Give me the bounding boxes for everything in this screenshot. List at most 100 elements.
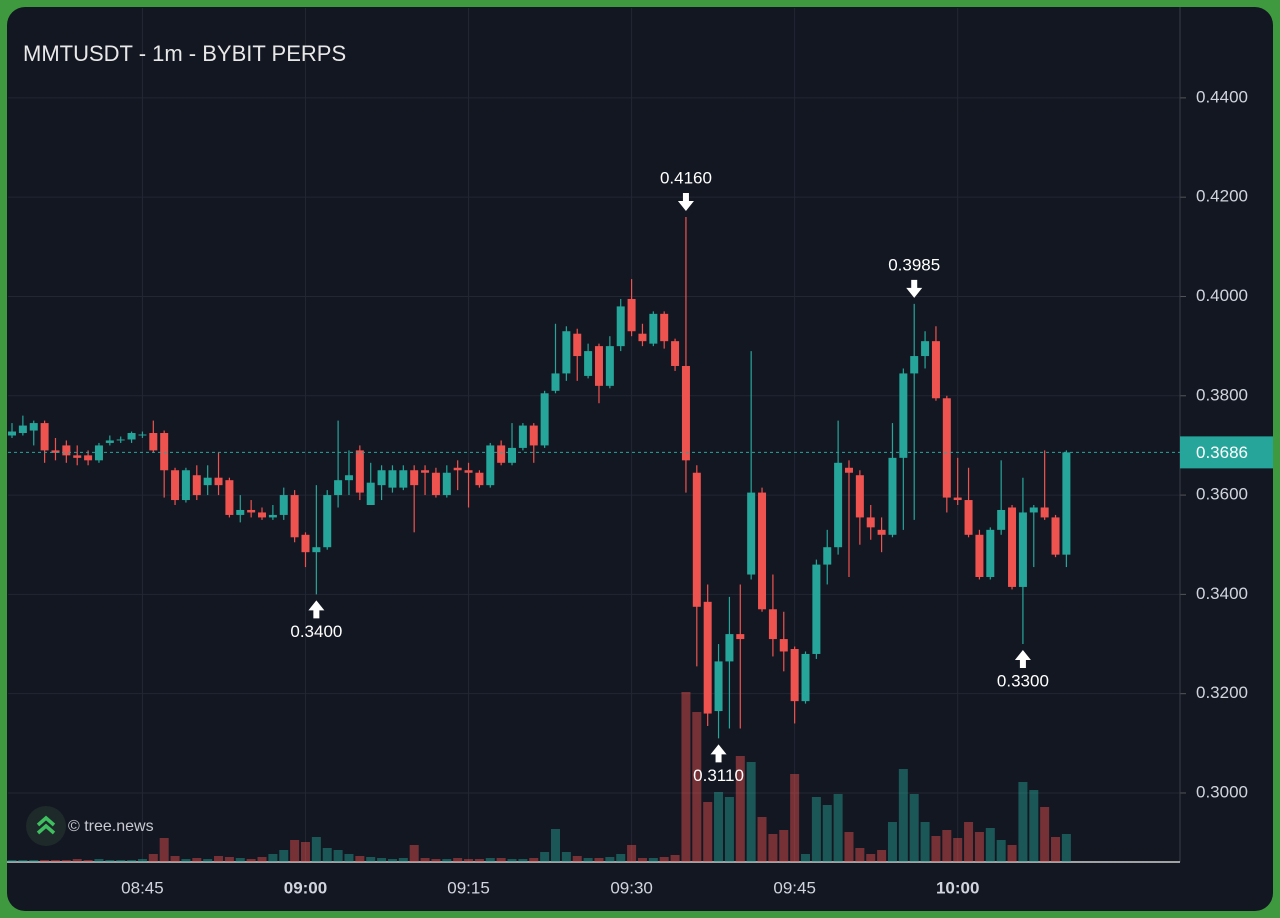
candle-body (529, 425, 538, 446)
candle-body (301, 534, 310, 553)
volume-bar (464, 859, 474, 862)
candle-body (334, 480, 343, 496)
candle-body (1029, 507, 1038, 513)
candle-body (442, 472, 451, 496)
candle-body (344, 475, 353, 481)
volume-bar (1061, 834, 1071, 862)
candle-body (431, 472, 440, 496)
volume-bar (137, 859, 147, 862)
candle-body (627, 298, 636, 332)
volume-bar (1007, 845, 1017, 862)
volume-bar (681, 692, 691, 862)
candle-body (279, 495, 288, 515)
annotation-label: 0.4160 (660, 169, 712, 188)
volume-bar (703, 802, 713, 862)
candle-body (497, 445, 506, 463)
candle-body (877, 529, 886, 535)
watermark-logo (26, 806, 66, 846)
volume-bar (203, 859, 213, 862)
candle-body (758, 492, 767, 610)
volume-bar (627, 845, 637, 862)
candle-body (551, 373, 560, 391)
volume-bar (235, 858, 245, 862)
volume-bar (83, 860, 93, 862)
volume-bar (61, 860, 71, 862)
volume-bar (192, 858, 202, 862)
candle-body (105, 440, 114, 443)
volume-bar (605, 857, 615, 862)
candle-body (508, 447, 517, 463)
volume-bar (811, 797, 821, 862)
volume-bar (431, 859, 441, 862)
volume-bar (409, 845, 419, 862)
volume-bar (159, 838, 169, 862)
volume-bar (833, 794, 843, 862)
candle-body (616, 306, 625, 347)
x-tick-label: 09:30 (610, 878, 653, 897)
candle-body (160, 433, 169, 471)
candle-body (790, 648, 799, 702)
candle-body (986, 529, 995, 578)
annotation-arrow (906, 279, 923, 298)
candle-body (584, 351, 593, 376)
volume-bar (594, 858, 604, 862)
volume-bar (692, 712, 702, 862)
annotation-label: 0.3110 (693, 766, 744, 785)
candle-body (540, 393, 549, 446)
volume-bar (855, 848, 865, 862)
volume-bar (724, 797, 734, 862)
volume-bar (616, 854, 626, 862)
candle-body (801, 653, 810, 702)
candle-body (247, 509, 256, 513)
y-tick-label: 0.3600 (1196, 485, 1248, 504)
candle-body (258, 512, 267, 518)
candle-body (594, 346, 603, 386)
volume-bar (442, 859, 452, 862)
volume-bar (18, 860, 28, 862)
volume-bar (224, 857, 234, 862)
y-tick-label: 0.3200 (1196, 683, 1248, 702)
candle-body (192, 475, 201, 496)
volume-bar (333, 850, 343, 862)
volume-bar (257, 857, 267, 862)
volume-bar (377, 858, 387, 862)
volume-bar (659, 857, 669, 862)
volume-bar (985, 828, 995, 862)
candle-body (573, 333, 582, 357)
volume-bar (909, 794, 919, 862)
volume-bar (735, 756, 745, 862)
volume-bar (790, 774, 800, 862)
candle-body (844, 467, 853, 473)
candle-body (214, 477, 223, 486)
volume-bar (561, 852, 571, 862)
volume-bar (964, 822, 974, 862)
volume-bar (474, 859, 484, 862)
candle-body (779, 639, 788, 652)
volume-bar (714, 792, 724, 862)
watermark: © tree.news (68, 818, 154, 835)
volume-bar (29, 860, 39, 862)
volume-bar (540, 852, 550, 862)
candle-body (29, 423, 38, 431)
candle-body (638, 333, 647, 342)
volume-bar (844, 832, 854, 862)
last-price-box (1180, 436, 1273, 469)
chart: MMTUSDT - 1m - BYBIT PERPS © tree.news 0… (7, 7, 1273, 897)
candle-body (475, 472, 484, 486)
volume-bar (246, 859, 256, 862)
x-tick-label: 10:00 (936, 878, 979, 897)
candle-body (703, 601, 712, 714)
candle-body (942, 398, 951, 498)
volume-bar (311, 837, 321, 862)
candle-body (225, 480, 234, 515)
candle-body (51, 450, 60, 453)
candle-body (171, 470, 180, 501)
volume-bar (974, 832, 984, 862)
candle-body (1062, 452, 1071, 555)
candle-body (203, 477, 212, 486)
annotation-label: 0.3985 (888, 255, 940, 274)
candle-body (377, 470, 386, 486)
candle-body (73, 455, 82, 458)
volume-bar (877, 850, 887, 862)
last-price-label: 0.3686 (1196, 443, 1248, 462)
